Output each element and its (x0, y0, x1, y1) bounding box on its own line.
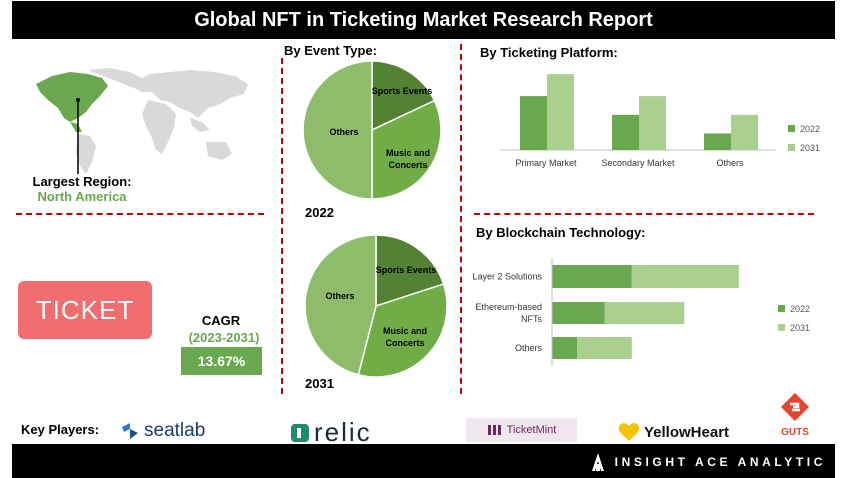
divider-left (281, 58, 283, 394)
category-label: Secondary Market (601, 158, 675, 168)
footer-bar (12, 444, 835, 478)
pie-label: Music and (386, 148, 430, 158)
bar-2031-layer-2-solutions (631, 265, 739, 288)
logo-yellowheart: YellowHeart (618, 422, 729, 442)
blockchain-title: By Blockchain Technology: (476, 225, 646, 240)
bar-2031-ethereum-based-nfts (604, 302, 685, 324)
legend-label: 2031 (790, 323, 810, 333)
pie-slice-music-and-concerts (357, 283, 448, 378)
event-type-title: By Event Type: (284, 43, 377, 58)
legend-label: 2022 (790, 304, 810, 314)
bar-2022-others (704, 133, 731, 150)
pie-slice-sports-events (371, 60, 436, 132)
ticketmint-icon (487, 425, 501, 435)
north-america-highlight (36, 72, 108, 132)
divider-right (460, 44, 462, 394)
guts-icon (781, 393, 809, 421)
pie-label: Others (325, 291, 354, 301)
pie-year-2022: 2022 (305, 205, 334, 220)
pie-slice-others (302, 60, 373, 200)
legend-swatch (778, 305, 785, 312)
bar-2031-others (577, 337, 632, 359)
pie-label: Sports Events (376, 265, 437, 275)
pie-label: Sports Events (372, 86, 433, 96)
pie-chart-2022: Sports Events Music and Concerts Others (302, 60, 442, 200)
bar-2031-primary-market (547, 74, 574, 150)
blockchain-chart: Layer 2 Solutions Ethereum-based NFTs Other… (472, 258, 810, 366)
bar-2022-primary-market (520, 96, 547, 150)
bar-2031-others (731, 114, 758, 150)
pie-year-2031: 2031 (305, 376, 334, 391)
seatlab-icon (122, 423, 138, 439)
largest-region-label: Largest Region: (32, 174, 132, 189)
ticketing-platform-chart: Primary Market Secondary Market Others 2022… (500, 74, 820, 168)
largest-region-value: North America (37, 189, 127, 204)
pie-slice-others (304, 234, 377, 376)
category-label: NFTs (521, 314, 542, 324)
bar-2022-ethereum-based-nfts (552, 302, 605, 324)
category-label: Others (515, 343, 543, 353)
cagr-value: 13.67% (181, 347, 262, 375)
bar-2031-secondary-market (639, 96, 666, 150)
legend-swatch (788, 125, 795, 132)
ticket-graphic: TICKET (18, 281, 152, 339)
divider-platform (474, 213, 814, 215)
legend-label: 2031 (800, 143, 820, 153)
relic-icon (291, 423, 309, 442)
ticketing-platform-title: By Ticketing Platform: (480, 45, 618, 60)
key-players-label: Key Players: (21, 422, 100, 437)
logo-relic: relic (290, 417, 372, 448)
cagr-period: (2023-2031) (188, 330, 260, 345)
pie-chart-2031: Sports Events Music and Concerts Others (304, 234, 448, 378)
logo-guts: GUTS (776, 392, 814, 438)
pie-slice-music-and-concerts (371, 99, 442, 200)
category-label: Layer 2 Solutions (472, 272, 542, 282)
pie-label: Concerts (388, 160, 427, 170)
legend-label: 2022 (800, 124, 820, 134)
pie-label: Others (329, 127, 358, 137)
cagr-label: CAGR (201, 313, 241, 328)
legend-swatch (788, 144, 795, 151)
logo-seatlab: seatlab (120, 420, 205, 442)
brand-logo-icon (591, 453, 604, 471)
bar-2022-layer-2-solutions (552, 265, 632, 288)
pie-slice-sports-events (375, 234, 445, 308)
pie-label: Music and (383, 326, 427, 336)
divider-region (16, 213, 264, 215)
category-label: Primary Market (515, 158, 577, 168)
bar-2022-others (552, 337, 578, 359)
category-label: Others (716, 158, 744, 168)
world-map (36, 68, 248, 174)
yellowheart-icon (618, 423, 640, 441)
brand: INSIGHT ACE ANALYTIC (591, 452, 826, 472)
bar-2022-secondary-market (612, 114, 639, 150)
logo-ticketmint: TicketMint (466, 418, 577, 442)
legend-swatch (778, 324, 785, 331)
pie-label: Concerts (385, 338, 424, 348)
report-title: Global NFT in Ticketing Market Research … (12, 1, 835, 39)
category-label: Ethereum-based (475, 302, 542, 312)
